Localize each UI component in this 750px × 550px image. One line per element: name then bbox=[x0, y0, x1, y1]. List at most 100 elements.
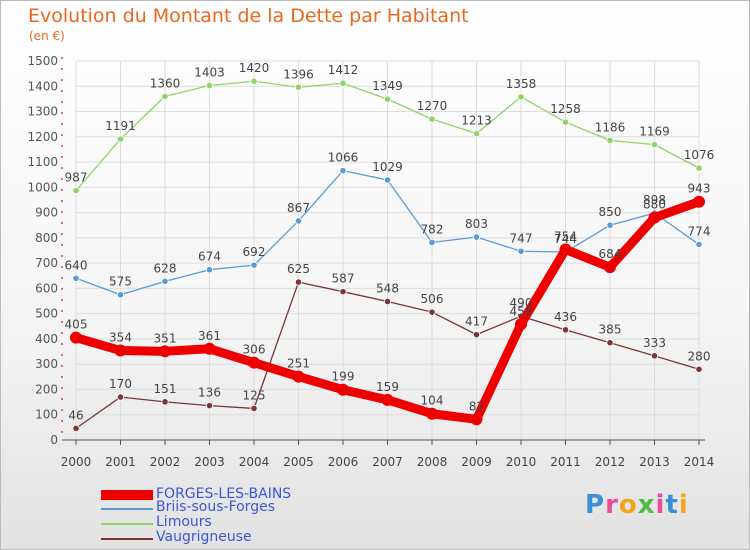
data-label: 1403 bbox=[194, 66, 225, 80]
data-point bbox=[695, 365, 703, 373]
data-label: 640 bbox=[65, 258, 88, 272]
data-label: 747 bbox=[510, 231, 533, 245]
data-label: 692 bbox=[243, 245, 266, 259]
data-point bbox=[383, 297, 392, 306]
data-point bbox=[381, 393, 394, 406]
x-tick-label: 2000 bbox=[61, 455, 92, 469]
data-point bbox=[70, 331, 82, 344]
data-label: 490 bbox=[510, 296, 533, 310]
data-label: 1066 bbox=[328, 151, 359, 165]
data-point bbox=[606, 221, 614, 229]
data-label: 46 bbox=[68, 408, 83, 422]
data-label: 774 bbox=[688, 224, 711, 238]
data-label: 1191 bbox=[105, 119, 136, 133]
data-point bbox=[116, 393, 125, 401]
data-label: 867 bbox=[287, 201, 310, 215]
logo-letter: r bbox=[605, 490, 619, 520]
logo-letter: i bbox=[678, 490, 689, 520]
data-label: 385 bbox=[599, 323, 622, 337]
data-label: 306 bbox=[243, 343, 266, 357]
x-tick-label: 2002 bbox=[150, 455, 181, 469]
data-point bbox=[161, 277, 169, 285]
data-point bbox=[383, 176, 392, 184]
data-point bbox=[470, 413, 483, 426]
data-label: 351 bbox=[154, 331, 177, 345]
data-point bbox=[339, 79, 347, 87]
y-tick-label: 500 bbox=[35, 307, 58, 321]
data-point bbox=[114, 344, 127, 357]
data-point bbox=[337, 383, 349, 396]
data-point bbox=[205, 266, 214, 274]
data-point bbox=[561, 326, 570, 334]
chart-title: Evolution du Montant de la Dette par Hab… bbox=[28, 5, 469, 27]
data-label: 1029 bbox=[372, 160, 403, 174]
logo-letter: P bbox=[585, 490, 606, 520]
y-tick-label: 1100 bbox=[27, 155, 58, 169]
data-label: 850 bbox=[599, 205, 622, 219]
logo-letter: o bbox=[618, 490, 638, 520]
data-label: 170 bbox=[109, 377, 132, 391]
data-label: 1186 bbox=[595, 120, 626, 134]
data-point bbox=[205, 402, 214, 410]
legend-swatch bbox=[101, 523, 153, 525]
data-label: 943 bbox=[688, 182, 711, 196]
data-label: 125 bbox=[243, 388, 266, 402]
data-label: 754 bbox=[554, 229, 577, 243]
y-tick-label: 900 bbox=[35, 206, 58, 220]
data-point bbox=[648, 211, 661, 224]
data-point bbox=[72, 424, 80, 432]
data-point bbox=[339, 167, 347, 175]
data-point bbox=[161, 92, 169, 100]
data-point bbox=[515, 318, 527, 331]
data-label: 1412 bbox=[328, 63, 359, 77]
y-tick-label: 1300 bbox=[27, 105, 58, 119]
data-point bbox=[472, 331, 481, 339]
data-point bbox=[383, 95, 392, 103]
data-point bbox=[695, 240, 703, 249]
data-label: 159 bbox=[376, 380, 399, 394]
x-tick-label: 2001 bbox=[105, 455, 136, 469]
data-label: 436 bbox=[554, 310, 577, 324]
data-point bbox=[72, 187, 80, 195]
y-tick-label: 1500 bbox=[27, 54, 58, 68]
logo-letter: x bbox=[637, 490, 656, 520]
y-tick-label: 400 bbox=[35, 332, 58, 346]
x-tick-label: 2006 bbox=[328, 455, 359, 469]
x-tick-label: 2005 bbox=[283, 455, 314, 469]
data-label: 199 bbox=[332, 370, 355, 384]
data-label: 405 bbox=[65, 318, 88, 332]
y-tick-label: 200 bbox=[35, 382, 58, 396]
data-point bbox=[248, 356, 260, 369]
data-point bbox=[203, 342, 216, 355]
data-label: 674 bbox=[198, 250, 221, 264]
data-point bbox=[517, 247, 525, 255]
data-point bbox=[428, 308, 436, 316]
x-tick-label: 2014 bbox=[684, 455, 715, 469]
legend-label: Briis-sous-Forges bbox=[156, 499, 275, 515]
data-label: 1420 bbox=[239, 61, 270, 75]
data-label: 361 bbox=[198, 329, 221, 343]
data-label: 1076 bbox=[684, 148, 715, 162]
legend-label: Limours bbox=[156, 514, 212, 530]
data-point bbox=[250, 261, 258, 269]
data-point bbox=[250, 404, 258, 413]
proxiti-logo: Proxiti bbox=[585, 490, 689, 520]
data-label: 880 bbox=[643, 198, 666, 212]
data-point bbox=[650, 352, 659, 360]
data-point bbox=[294, 278, 303, 286]
data-label: 987 bbox=[65, 171, 88, 185]
data-point bbox=[693, 195, 705, 208]
data-point bbox=[606, 339, 614, 347]
data-point bbox=[559, 243, 572, 256]
x-tick-label: 2003 bbox=[194, 455, 225, 469]
data-point bbox=[695, 164, 703, 172]
data-label: 575 bbox=[109, 275, 132, 289]
y-tick-label: 700 bbox=[35, 256, 58, 270]
data-label: 104 bbox=[421, 394, 444, 408]
data-label: 280 bbox=[688, 349, 711, 363]
data-label: 1270 bbox=[417, 99, 448, 113]
data-label: 82 bbox=[469, 399, 484, 413]
data-point bbox=[561, 118, 570, 126]
x-tick-label: 2012 bbox=[595, 455, 626, 469]
